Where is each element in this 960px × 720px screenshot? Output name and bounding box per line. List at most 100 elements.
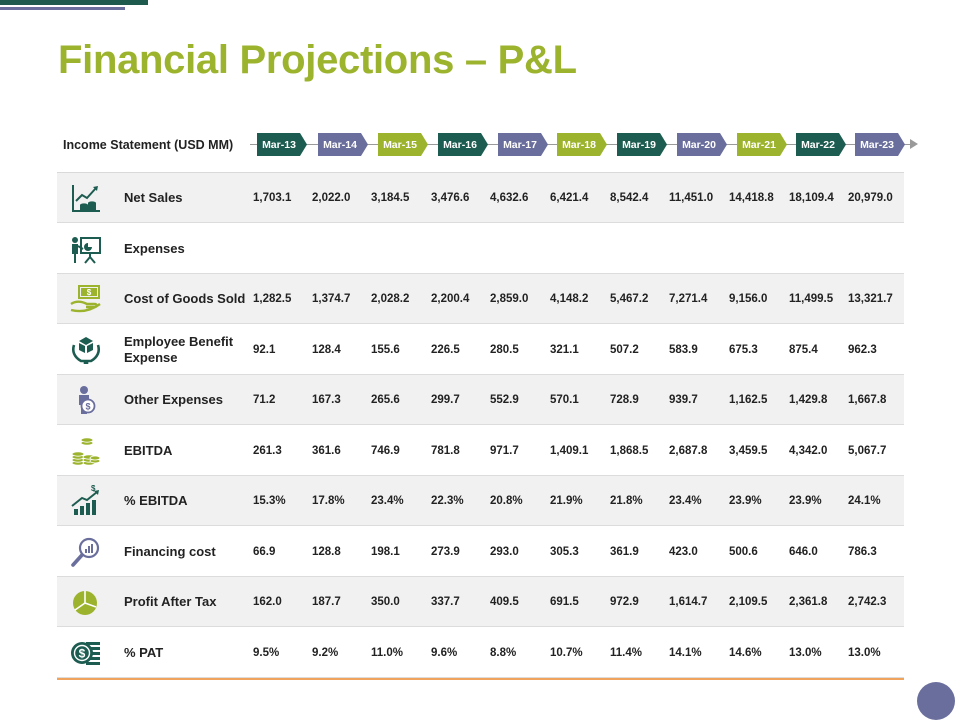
table-cell: 1,429.8	[789, 394, 828, 406]
table-cell: 198.1	[371, 545, 400, 558]
table-cell: 21.9%	[550, 495, 583, 507]
period-tag: Mar-13	[257, 133, 307, 156]
table-cell: 71.2	[253, 394, 276, 406]
table-cell: 691.5	[550, 596, 579, 608]
period-tag: Mar-18	[557, 133, 607, 156]
table-cell: 1,282.5	[253, 293, 292, 305]
table-cell: 8,542.4	[610, 192, 649, 204]
table-cell: 11.4%	[610, 646, 642, 659]
table-cell: 13,321.7	[848, 293, 893, 305]
decorative-circle	[917, 682, 955, 720]
svg-text:$: $	[79, 646, 86, 660]
table-cell: 13.0%	[789, 646, 822, 659]
table-cell: 3,184.5	[371, 192, 410, 204]
table-cell: 22.3%	[431, 495, 464, 507]
table-cell: 675.3	[729, 343, 758, 356]
table-cell: 570.1	[550, 394, 579, 406]
svg-text:$: $	[91, 484, 96, 493]
row-divider	[57, 474, 904, 476]
table-cell: 1,374.7	[312, 293, 351, 305]
table-cell: 3,476.6	[431, 192, 470, 204]
period-tag: Mar-17	[498, 133, 548, 156]
dollar-coin-stack-icon: $	[69, 636, 103, 670]
table-cell: 1,667.8	[848, 394, 887, 406]
table-cell: 66.9	[253, 545, 276, 558]
table-cell: 155.6	[371, 343, 400, 356]
table-cell: 11.0%	[371, 646, 403, 659]
row-divider	[57, 373, 904, 375]
row-divider	[57, 323, 904, 324]
table-cell: 18,109.4	[789, 192, 834, 204]
row-label: Other Expenses	[124, 392, 223, 407]
row-label: Expenses	[124, 240, 185, 256]
table-cell: 337.7	[431, 596, 460, 608]
top-accent-bar	[0, 0, 148, 5]
table-cell: 7,271.4	[669, 293, 708, 305]
table-cell: 299.7	[431, 394, 460, 406]
period-tag: Mar-22	[796, 133, 846, 156]
table-bottom-border	[57, 678, 904, 680]
period-tag: Mar-14	[318, 133, 368, 156]
page-title: Financial Projections – P&L	[58, 38, 577, 82]
period-tag: Mar-20	[677, 133, 727, 156]
table-row: Profit After Tax 162.0 187.7 350.0 337.7 409.…	[57, 577, 904, 627]
table-cell: 9.5%	[253, 646, 280, 659]
table-row: Expenses	[57, 224, 904, 274]
table-cell: 939.7	[669, 394, 698, 406]
table-row: $ Other Expenses 71.2 167.3 265.6 299.7 552.9 5…	[57, 375, 904, 425]
table-cell: 10.7%	[550, 646, 583, 659]
table-cell: 273.9	[431, 545, 460, 558]
table-cell: 9,156.0	[729, 293, 768, 305]
table-cell: 972.9	[610, 596, 639, 608]
table-cell: 321.1	[550, 343, 579, 356]
table-cell: 350.0	[371, 596, 400, 608]
table-cell: 20,979.0	[848, 192, 893, 204]
row-divider	[57, 575, 904, 577]
table-cell: 500.6	[729, 545, 758, 558]
row-label: EBITDA	[124, 442, 173, 458]
table-cell: 3,459.5	[729, 444, 768, 457]
row-divider	[57, 676, 904, 678]
table-cell: 14.6%	[729, 646, 762, 659]
table-cell: 293.0	[490, 545, 519, 558]
table-cell: 162.0	[253, 596, 282, 608]
row-label: Net Sales	[124, 190, 183, 205]
table-cell: 167.3	[312, 394, 341, 406]
table-cell: 2,687.8	[669, 444, 708, 457]
table-cell: 21.8%	[610, 495, 643, 507]
table-cell: 423.0	[669, 545, 698, 558]
row-divider	[57, 424, 904, 425]
table-cell: 2,109.5	[729, 596, 768, 608]
row-divider	[57, 222, 904, 223]
table-cell: 971.7	[490, 444, 519, 457]
table-cell: 2,361.8	[789, 596, 828, 608]
table-cell: 875.4	[789, 343, 818, 356]
bar-chart-coins-icon	[69, 181, 103, 215]
table-cell: 5,067.7	[848, 444, 887, 457]
table-cell: 746.9	[371, 444, 400, 457]
table-cell: 261.3	[253, 444, 282, 457]
table-cell: 280.5	[490, 343, 519, 356]
table-cell: 2,859.0	[490, 293, 529, 305]
svg-text:$: $	[85, 402, 90, 412]
table-cell: 92.1	[253, 343, 276, 356]
period-tag: Mar-21	[737, 133, 787, 156]
table-cell: 361.9	[610, 545, 639, 558]
table-cell: 583.9	[669, 343, 698, 356]
table-cell: 2,028.2	[371, 293, 410, 305]
table-cell: 646.0	[789, 545, 818, 558]
magnifier-chart-icon	[69, 535, 103, 569]
table-cell: 962.3	[848, 343, 877, 356]
table-cell: 17.8%	[312, 495, 345, 507]
table-cell: 13.0%	[848, 646, 881, 659]
table-cell: 24.1%	[848, 495, 881, 507]
row-divider	[57, 272, 904, 274]
row-label: Cost of Goods Sold	[124, 291, 246, 306]
table-cell: 9.6%	[431, 646, 458, 659]
table-cell: 15.3%	[253, 495, 286, 507]
table-cell: 1,162.5	[729, 394, 768, 406]
table-cell: 23.4%	[371, 495, 404, 507]
timeline-arrowhead	[910, 139, 918, 149]
table-cell: 226.5	[431, 343, 460, 356]
coin-stacks-icon	[69, 434, 103, 468]
